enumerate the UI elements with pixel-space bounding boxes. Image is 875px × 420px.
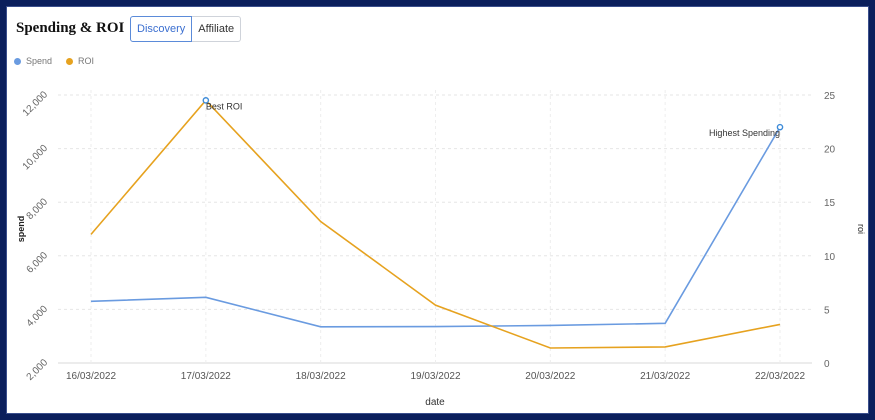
annotation-point: [776, 123, 784, 131]
x-tick-label: 16/03/2022: [66, 371, 116, 382]
y-left-tick-label: 4,000: [25, 303, 51, 329]
legend-item-roi[interactable]: ROI: [66, 56, 94, 66]
y-right-axis-title: roi: [856, 224, 866, 234]
legend-item-spend[interactable]: Spend: [14, 56, 52, 66]
x-tick-label: 20/03/2022: [525, 371, 575, 382]
y-left-tick-label: 6,000: [25, 250, 51, 276]
chart-legend: Spend ROI: [14, 56, 94, 66]
y-left-axis-title: spend: [16, 216, 26, 243]
chart-card: Spending & ROI Discovery Affiliate Spend…: [4, 4, 871, 416]
y-left-tick-label: 8,000: [25, 196, 51, 222]
page-title: Spending & ROI: [16, 20, 125, 36]
annotation-point: [202, 97, 210, 104]
tab-discovery[interactable]: Discovery: [130, 16, 193, 42]
x-tick-label: 21/03/2022: [640, 371, 690, 382]
legend-label-spend: Spend: [26, 56, 53, 66]
y-right-tick-label: 0: [824, 359, 830, 370]
x-axis-title: date: [425, 397, 445, 408]
y-right-tick-label: 10: [824, 252, 836, 263]
tab-group: Discovery Affiliate: [130, 16, 242, 42]
legend-label-roi: ROI: [78, 56, 95, 66]
y-left-tick-label: 10,000: [21, 143, 51, 173]
legend-dot-spend: [14, 57, 21, 65]
x-tick-label: 22/03/2022: [755, 371, 805, 382]
y-right-tick-label: 5: [824, 305, 830, 316]
tab-affiliate[interactable]: Affiliate: [192, 16, 242, 42]
y-right-tick-label: 25: [824, 91, 836, 102]
annotation-label: Best ROI: [206, 101, 243, 111]
x-tick-label: 19/03/2022: [410, 371, 460, 382]
y-left-tick-label: 12,000: [21, 89, 51, 119]
legend-dot-roi: [66, 57, 74, 65]
y-right-tick-label: 15: [824, 198, 836, 209]
annotation-label: Highest Spending: [709, 128, 780, 138]
x-tick-label: 18/03/2022: [296, 371, 346, 382]
x-tick-label: 17/03/2022: [181, 371, 231, 382]
y-right-tick-label: 20: [824, 145, 836, 156]
y-left-tick-label: 2,000: [25, 357, 51, 383]
series-line-spend: [90, 126, 781, 328]
